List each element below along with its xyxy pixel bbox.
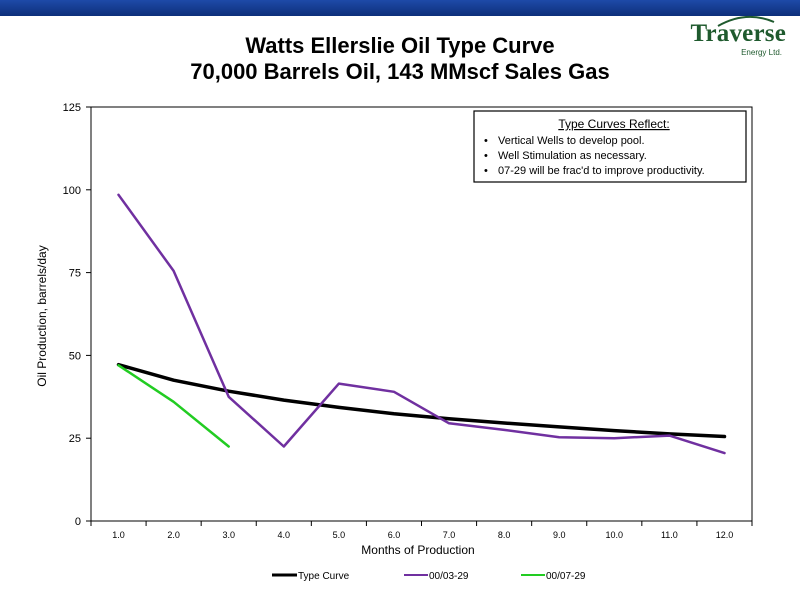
- company-logo: Traverse Energy Ltd.: [690, 15, 786, 64]
- annotation-bullet-mark: •: [484, 165, 488, 177]
- x-tick-label: 4.0: [278, 530, 291, 540]
- legend-label: 00/03-29: [429, 571, 469, 582]
- chart-axes: 0 25 50 75 100 125 1.0 2.0 3.0 4.0 5.0 6.0 7.0 8.0 9.0…: [63, 102, 753, 540]
- chart-title: Watts Ellerslie Oil Type Curve 70,000 Ba…: [0, 33, 800, 85]
- x-tick-label: 1.0: [112, 530, 125, 540]
- y-tick-label: 100: [63, 185, 81, 197]
- annotation-box: Type Curves Reflect: • Vertical Wells to…: [473, 110, 747, 183]
- annotation-bullet: Vertical Wells to develop pool.: [498, 135, 645, 147]
- x-tick-label: 12.0: [716, 530, 734, 540]
- title-line-2: 70,000 Barrels Oil, 143 MMscf Sales Gas: [190, 59, 610, 84]
- annotation-bullet: 07-29 will be frac'd to improve producti…: [498, 165, 705, 177]
- annotation-heading: Type Curves Reflect:: [558, 117, 669, 131]
- x-tick-label: 2.0: [167, 530, 180, 540]
- y-tick-label: 125: [63, 102, 81, 114]
- annotation-frame: [473, 110, 747, 183]
- title-line-1: Watts Ellerslie Oil Type Curve: [245, 33, 555, 58]
- y-tick-label: 50: [69, 350, 81, 362]
- y-tick-label: 25: [69, 433, 81, 445]
- legend-label: Type Curve: [298, 571, 350, 582]
- series-line-00-07-29: [117, 364, 230, 448]
- y-tick-label: 75: [69, 268, 81, 280]
- legend-label: 00/07-29: [546, 571, 586, 582]
- x-tick-label: 7.0: [443, 530, 456, 540]
- logo-text: Traverse: [690, 20, 786, 47]
- x-tick-label: 11.0: [661, 530, 678, 540]
- annotation-bullet-mark: •: [484, 150, 488, 162]
- series-line-type-curve: [116, 362, 727, 439]
- x-tick-label: 8.0: [498, 530, 511, 540]
- legend: Type Curve 00/03-29 00/07-29: [272, 571, 586, 582]
- x-tick-label: 3.0: [222, 530, 235, 540]
- x-tick-label: 9.0: [553, 530, 566, 540]
- x-tick-label: 10.0: [606, 530, 624, 540]
- chart-series: [116, 193, 727, 455]
- logo-swoosh-icon: [717, 15, 775, 27]
- x-tick-label: 5.0: [333, 530, 346, 540]
- x-tick-label: 6.0: [388, 530, 401, 540]
- y-axis-label: Oil Production, barrels/day: [35, 245, 49, 386]
- x-axis-label: Months of Production: [361, 543, 474, 557]
- y-tick-label: 0: [75, 516, 81, 528]
- top-banner: [0, 0, 800, 16]
- annotation-bullet-mark: •: [484, 135, 488, 147]
- annotation-bullet: Well Stimulation as necessary.: [498, 150, 647, 162]
- logo-subtext: Energy Ltd.: [741, 48, 782, 57]
- series-line-00-03-29: [117, 193, 726, 455]
